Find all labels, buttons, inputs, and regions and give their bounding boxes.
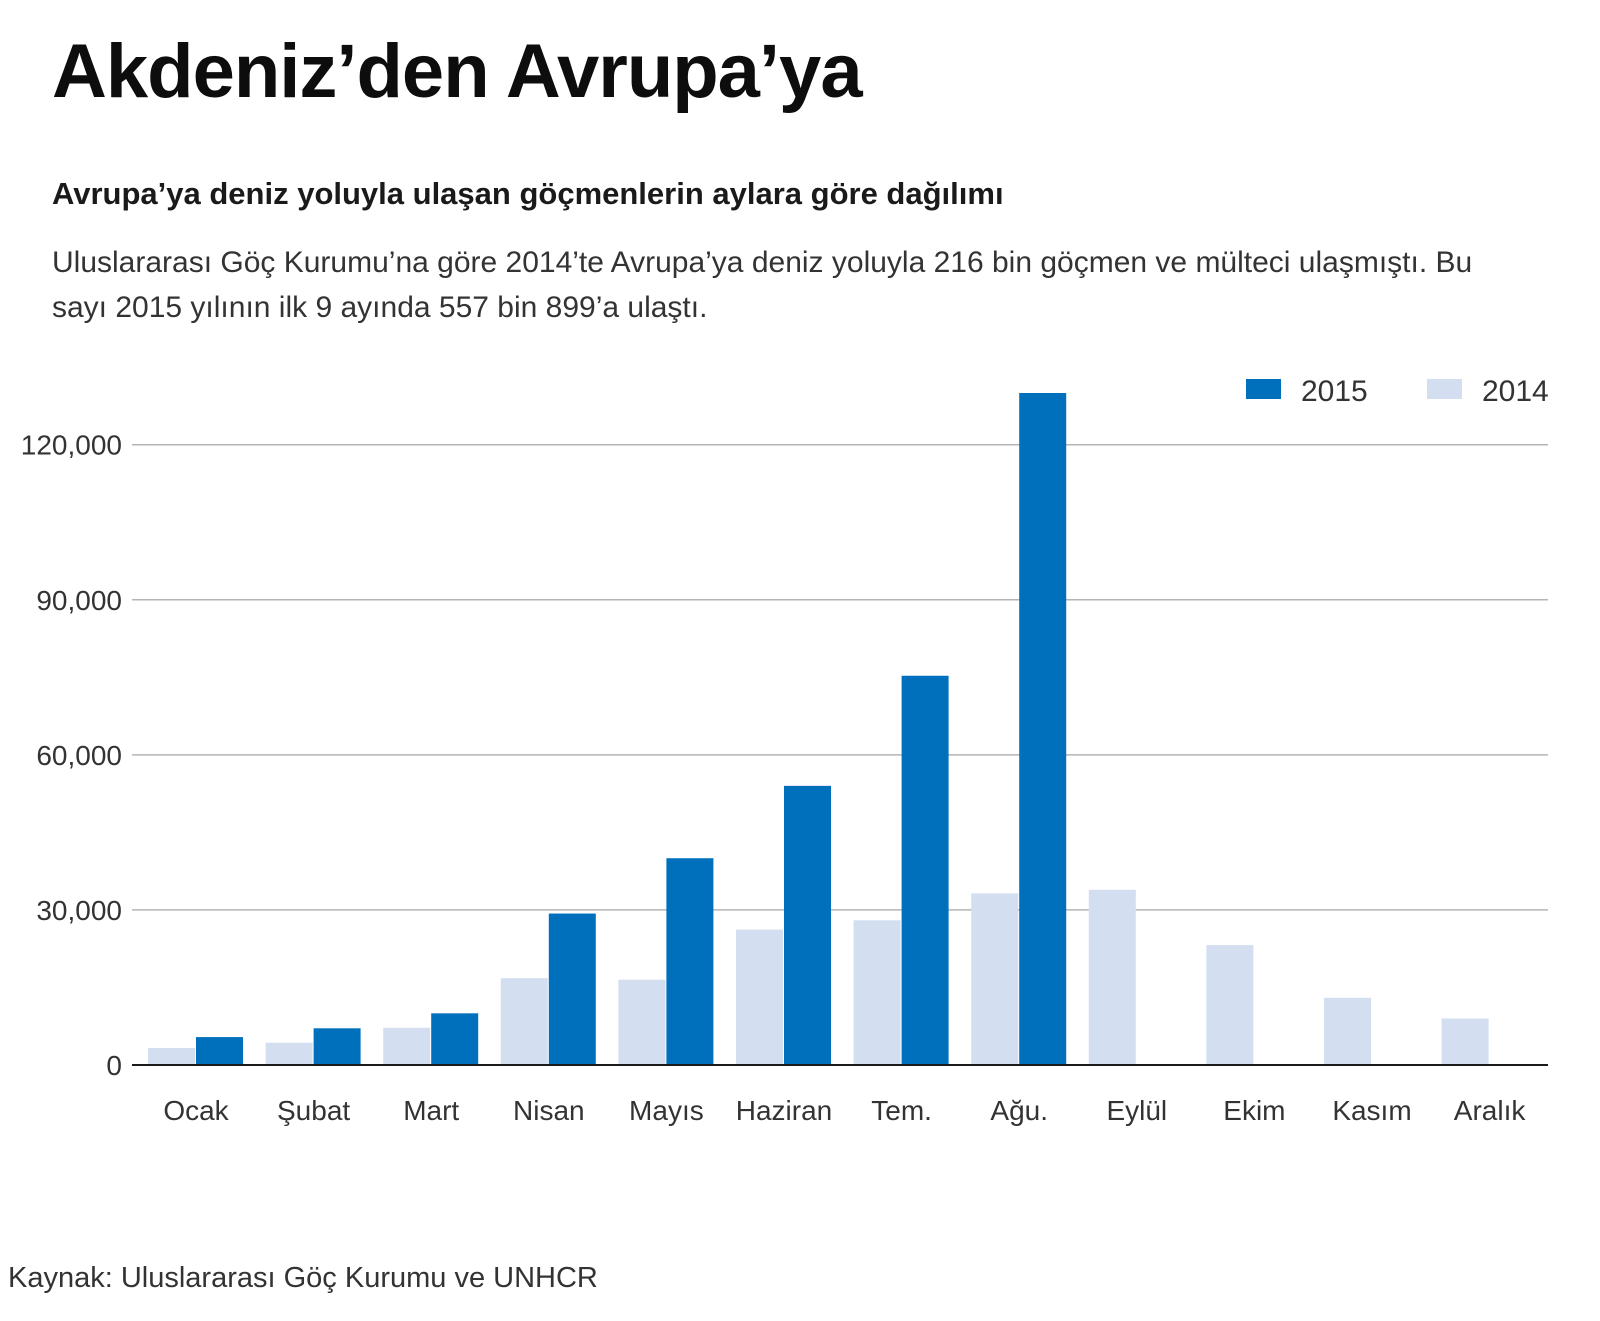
source-note: Kaynak: Uluslararası Göç Kurumu ve UNHCR <box>8 1262 598 1294</box>
y-tick-label: 30,000 <box>36 895 122 926</box>
bar-chart: 0 30,000 60,000 90,000 120,000 Ocak Şubat Mart… <box>21 375 1549 1126</box>
bars <box>148 393 1489 1065</box>
bar-2015 <box>1019 393 1067 1065</box>
bar-2015 <box>196 1037 243 1065</box>
bar-2015 <box>784 785 831 1065</box>
x-tick-label: Ocak <box>163 1095 229 1126</box>
bar-2014 <box>500 978 548 1065</box>
bar-2014 <box>853 920 901 1065</box>
bar-2014 <box>618 979 666 1065</box>
bar-2014 <box>1088 889 1136 1065</box>
x-tick-label: Eylül <box>1106 1095 1167 1126</box>
bar-2014 <box>1206 945 1254 1065</box>
bar-2015 <box>548 913 596 1065</box>
legend-swatch-2015 <box>1246 379 1281 399</box>
bar-2014 <box>383 1027 431 1065</box>
chart-subtitle: Avrupa’ya deniz yoluyla ulaşan göçmenler… <box>52 176 1004 211</box>
legend: 2015 2014 <box>1246 375 1549 408</box>
bar-2014 <box>971 893 1019 1065</box>
y-tick-label: 120,000 <box>21 430 122 461</box>
x-tick-label: Haziran <box>736 1095 832 1126</box>
x-tick-label: Nisan <box>513 1095 585 1126</box>
x-tick-label: Mayıs <box>629 1095 704 1126</box>
legend-label-2015: 2015 <box>1301 375 1368 408</box>
legend-label-2014: 2014 <box>1482 375 1549 408</box>
x-tick-label: Aralık <box>1454 1095 1527 1126</box>
bar-2014 <box>265 1042 313 1065</box>
gridlines <box>132 443 1548 911</box>
chart-title: Akdeniz’den Avrupa’ya <box>52 29 863 114</box>
bar-2015 <box>901 675 949 1065</box>
bar-2014 <box>1324 997 1371 1065</box>
y-axis-tick-labels: 0 30,000 60,000 90,000 120,000 <box>21 430 122 1081</box>
x-tick-label: Mart <box>403 1095 459 1126</box>
bar-2015 <box>431 1013 479 1065</box>
bar-2015 <box>666 858 714 1065</box>
bar-2014 <box>1441 1018 1489 1065</box>
x-tick-label: Kasım <box>1332 1095 1411 1126</box>
bar-2014 <box>736 929 783 1065</box>
bar-2014 <box>148 1047 195 1065</box>
x-tick-label: Ekim <box>1223 1095 1285 1126</box>
bar-2015 <box>313 1028 361 1065</box>
x-tick-label: Tem. <box>871 1095 932 1126</box>
y-tick-label: 0 <box>106 1050 122 1081</box>
y-tick-label: 60,000 <box>36 740 122 771</box>
chart-description: Uluslararası Göç Kurumu’na göre 2014’te … <box>52 246 1473 324</box>
x-tick-label: Ağu. <box>990 1095 1048 1126</box>
y-tick-label: 90,000 <box>36 585 122 616</box>
x-axis-tick-labels: Ocak Şubat Mart Nisan Mayıs Haziran Tem. Ağu. Ey… <box>163 1095 1526 1126</box>
x-tick-label: Şubat <box>277 1095 350 1126</box>
legend-swatch-2014 <box>1427 379 1462 399</box>
